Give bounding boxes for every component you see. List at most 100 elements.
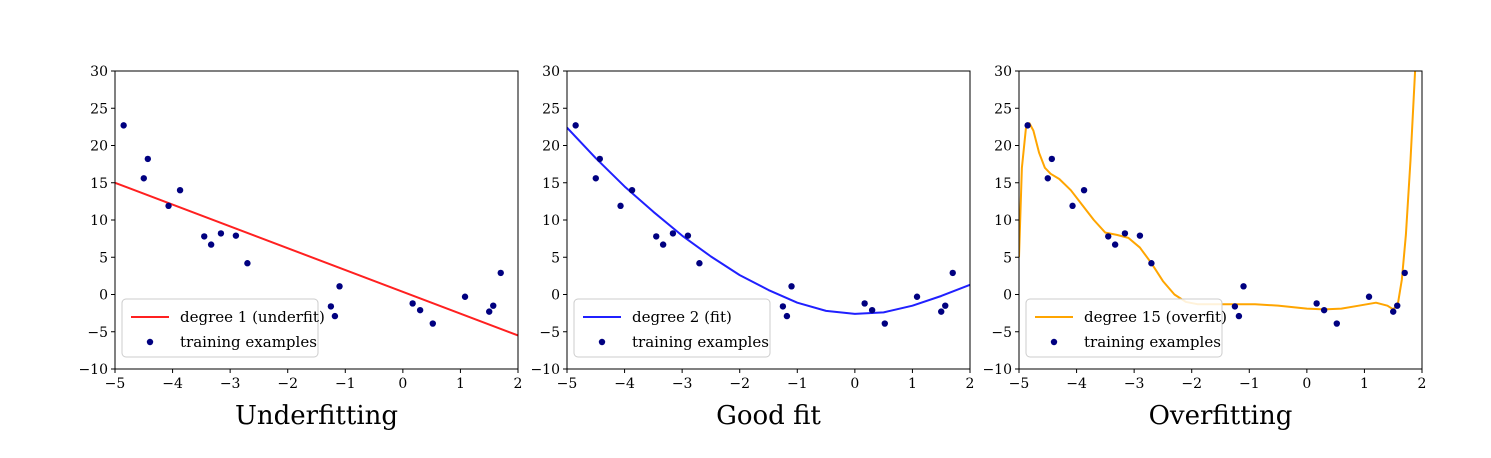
training-point [1044,175,1051,182]
x-tick-label: 1 [1360,376,1369,392]
training-point [592,175,599,182]
legend-line-label: degree 1 (underfit) [180,308,325,326]
training-point [461,293,469,300]
y-tick-label: −5 [87,325,108,341]
panel-overfitting: Overfitting −5 −4 −3 −2 −1 0 1 2−10−50510152025… [982,64,1426,431]
training-point [1390,308,1397,315]
training-point [1024,122,1031,129]
y-tick-label: 5 [99,250,108,266]
y-tick-label: −5 [539,325,560,341]
x-tick-label: 0 [1302,376,1311,392]
y-tick-label: −10 [78,362,108,378]
training-point [949,269,956,277]
training-point [684,232,692,239]
panel-underfitting: Underfitting −5 −4 −3 −2 −1 0 1 2−10−5051015202… [78,64,522,431]
legend-box [573,298,771,358]
training-point [1069,202,1076,210]
x-tick-label: 2 [514,376,523,392]
training-point [653,233,660,240]
training-point [409,300,416,307]
training-point [1240,283,1247,290]
training-point [617,202,624,210]
training-point [1235,312,1243,320]
training-point [779,303,787,310]
training-point [788,283,795,290]
training-point [572,122,579,129]
training-point [140,175,147,182]
training-point [244,260,251,267]
x-tick-label: −3 [220,376,241,392]
x-tick-label: 1 [456,376,465,392]
x-tick-label: −4 [162,376,183,392]
training-point [1121,230,1129,237]
training-point [327,303,335,310]
y-tick-label: 15 [994,176,1012,192]
panel-title: Overfitting [1149,401,1293,431]
training-point [1394,302,1401,309]
x-tick-label: 2 [1418,376,1427,392]
y-tick-label: 10 [542,213,560,229]
training-point [696,260,703,267]
training-point [201,233,208,240]
training-point [881,320,888,327]
plot-area [567,122,970,327]
training-point [669,230,677,237]
fit-line [567,126,970,315]
training-point [144,155,152,163]
y-tick-label: 30 [90,64,108,80]
x-tick-label: 0 [398,376,407,392]
y-tick-label: 30 [542,64,560,80]
training-point [1231,303,1239,310]
panel-title: Good fit [716,401,821,431]
legend-box [1025,298,1223,358]
y-tick-label: 20 [542,139,560,155]
y-tick-label: 0 [551,288,560,304]
training-point [1105,233,1112,240]
training-point [1080,187,1088,194]
training-point [1048,155,1056,163]
x-tick-label: −5 [557,376,578,392]
fit-line [1019,71,1417,311]
training-point [497,269,504,277]
training-point [942,302,949,309]
x-tick-label: −2 [277,376,298,392]
x-tick-label: 2 [966,376,975,392]
y-tick-label: −10 [530,362,560,378]
x-tick-label: −3 [672,376,693,392]
y-tick-label: 0 [1003,288,1012,304]
plot-area [1019,71,1417,327]
x-tick-label: −1 [1239,376,1260,392]
legend-scatter-label: training examples [632,333,769,351]
y-tick-label: 20 [90,139,108,155]
x-tick-label: −3 [1124,376,1145,392]
x-tick-label: −5 [105,376,126,392]
y-tick-label: 10 [994,213,1012,229]
x-tick-label: −1 [787,376,808,392]
y-tick-label: 5 [1003,250,1012,266]
training-point [429,320,436,327]
training-point [913,293,921,300]
y-tick-label: 20 [994,139,1012,155]
training-point [659,241,667,248]
y-tick-label: −5 [991,325,1012,341]
training-point [938,308,945,315]
training-point [596,155,604,163]
training-point [868,306,876,314]
training-point [165,202,172,210]
y-tick-label: 0 [99,288,108,304]
y-tick-label: 25 [994,101,1012,117]
training-point [1148,260,1155,267]
y-tick-label: 15 [542,176,560,192]
training-point [1320,306,1328,314]
y-tick-label: −10 [982,362,1012,378]
training-point [1401,269,1408,277]
training-point [416,306,424,314]
training-point [628,187,636,194]
legend-line-label: degree 2 (fit) [632,308,732,326]
x-tick-label: 0 [850,376,859,392]
x-tick-label: −1 [335,376,356,392]
fit-line [115,181,518,337]
x-tick-label: −2 [1181,376,1202,392]
training-point [176,187,184,194]
